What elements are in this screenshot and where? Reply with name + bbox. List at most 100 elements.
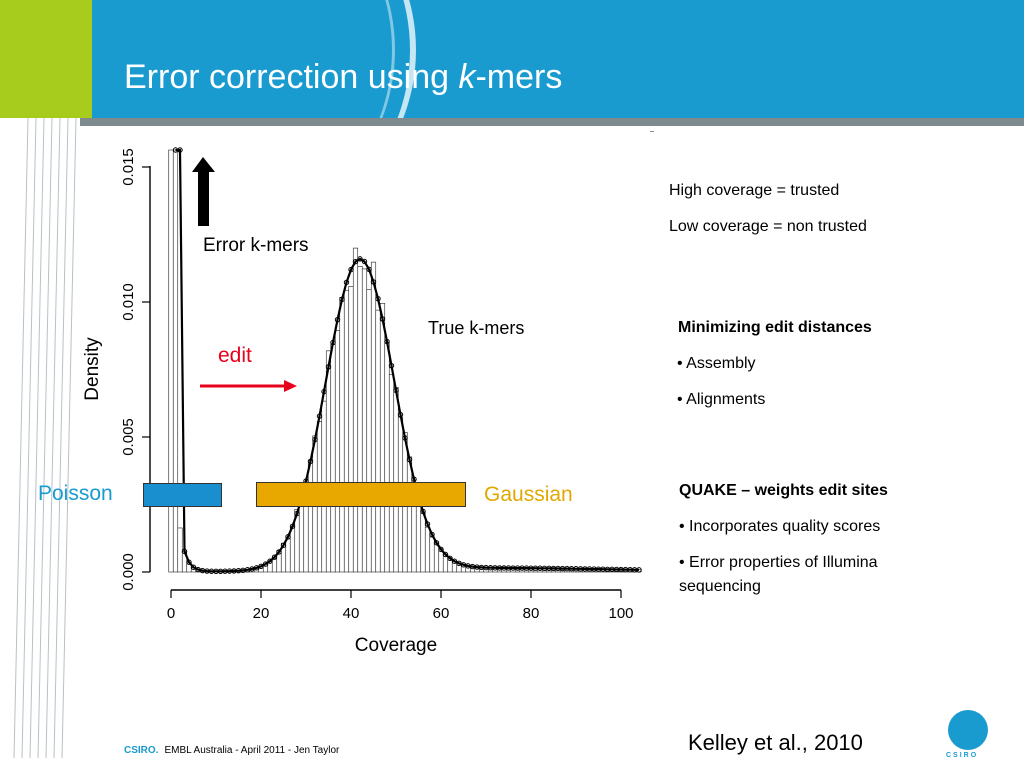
- curve-point: [343, 279, 350, 286]
- true-kmers-label: True k-mers: [428, 318, 524, 338]
- curve-point: [442, 551, 449, 558]
- histogram-bar: [393, 387, 399, 573]
- curve-point: [267, 558, 273, 564]
- histogram-bar: [172, 149, 179, 573]
- curve-point: [285, 534, 291, 540]
- histogram-bar: [375, 309, 381, 573]
- coverage-histogram: 0.000 0.005 0.010 0.015 0 20 40 60 80 100 Densit…: [80, 135, 650, 665]
- histogram-bar: [366, 289, 372, 573]
- curve-point: [379, 316, 386, 322]
- fitted-curve: [175, 148, 640, 573]
- up-arrow-head: [192, 157, 215, 172]
- curve-point: [262, 561, 269, 567]
- curve-point: [312, 436, 318, 443]
- histogram-bar: [298, 501, 305, 573]
- curve-point: [325, 364, 332, 370]
- section-title-edit-distances: Minimizing edit distances: [678, 319, 872, 336]
- curve-point: [186, 559, 192, 565]
- x-tick-label: 60: [433, 605, 450, 622]
- header-decorative-curve: [30, 0, 416, 118]
- curve-point: [447, 555, 453, 562]
- curve-point: [433, 540, 440, 546]
- curve-point: [357, 256, 363, 262]
- citation: Kelley et al., 2010: [688, 730, 863, 755]
- curve-point: [456, 560, 462, 567]
- curve-point: [321, 388, 327, 395]
- footer-brand: CSIRO.: [124, 745, 159, 756]
- y-tick-label: 0.000: [120, 553, 137, 591]
- gaussian-range-box: [256, 482, 466, 507]
- histogram-bar: [420, 511, 426, 573]
- curve-point: [424, 521, 431, 527]
- histogram-bar: [357, 266, 363, 573]
- curve-point: [361, 258, 368, 265]
- bullet-item: • Error properties of Illumina: [679, 554, 878, 571]
- curve-point: [190, 564, 197, 570]
- curve-point: [289, 523, 296, 529]
- histogram-bar: [325, 350, 332, 573]
- curve-point: [429, 531, 435, 538]
- trusted-line: High coverage = trusted: [669, 182, 840, 199]
- curve-point: [334, 317, 341, 323]
- gaussian-label: Gaussian: [484, 483, 573, 506]
- y-tick-label: 0.010: [120, 283, 137, 321]
- histogram-bar: [285, 538, 291, 573]
- x-tick-label: 100: [608, 605, 633, 622]
- curve-point: [384, 338, 390, 345]
- curve-point: [370, 279, 377, 285]
- curve-point: [393, 387, 399, 394]
- histogram-bar: [424, 526, 431, 573]
- up-arrow-shaft: [198, 168, 209, 226]
- curve-point: [366, 266, 372, 272]
- curve-point: [402, 435, 408, 441]
- footer-text: EMBL Australia - April 2011 - Jen Taylor: [164, 745, 340, 756]
- curve-point: [280, 542, 287, 548]
- header-decorative-curve: [12, 0, 395, 118]
- histogram-bar: [415, 499, 422, 573]
- curve-point: [451, 558, 458, 564]
- histogram-bar: [348, 286, 354, 573]
- curve-points: [172, 147, 642, 575]
- curve-point: [330, 339, 336, 346]
- histogram-bar: [361, 268, 368, 573]
- x-tick-label: 80: [523, 605, 540, 622]
- histogram-bar: [289, 526, 296, 573]
- curve-point: [397, 411, 404, 418]
- histogram-bar: [352, 247, 359, 573]
- curve-point: [181, 548, 188, 555]
- bullet-item-continuation: sequencing: [679, 578, 761, 595]
- bullet-item: • Assembly: [677, 355, 756, 372]
- decorative-stripes: [13, 118, 77, 758]
- curve-point: [420, 508, 426, 515]
- curve-point: [276, 549, 282, 555]
- y-tick-label: 0.005: [120, 418, 137, 456]
- section-title-quake: QUAKE – weights edit sites: [679, 482, 888, 499]
- curve-point: [339, 296, 345, 303]
- histogram-bar: [429, 536, 435, 573]
- histogram-bar: [168, 149, 174, 573]
- histogram-bar: [271, 557, 278, 573]
- curve-point: [388, 362, 395, 369]
- histogram-bar: [330, 344, 336, 573]
- edit-label: edit: [218, 344, 252, 367]
- histogram-bar: [379, 303, 386, 573]
- bullet-item: • Incorporates quality scores: [679, 518, 881, 535]
- histogram-bar: [307, 460, 314, 573]
- histogram-bar: [433, 542, 440, 573]
- slide-header: Error correction using k-mers: [0, 0, 1024, 118]
- y-tick-label: 0.015: [120, 148, 137, 186]
- histogram-bar: [406, 456, 413, 573]
- histogram-bar: [388, 374, 395, 573]
- y-ticks: 0.000 0.005 0.010 0.015: [120, 148, 150, 591]
- logo-text: CSIRO: [946, 752, 979, 759]
- curve-point: [258, 563, 264, 569]
- histogram-bar: [334, 330, 341, 573]
- footer: CSIRO. EMBL Australia - April 2011 - Jen …: [124, 745, 339, 756]
- curve-point: [253, 565, 260, 571]
- curve-point: [406, 456, 413, 463]
- curve-point: [411, 476, 417, 482]
- x-tick-label: 40: [343, 605, 360, 622]
- curve-point: [271, 554, 278, 560]
- poisson-range-box: [143, 483, 222, 507]
- histogram-bar: [177, 527, 183, 573]
